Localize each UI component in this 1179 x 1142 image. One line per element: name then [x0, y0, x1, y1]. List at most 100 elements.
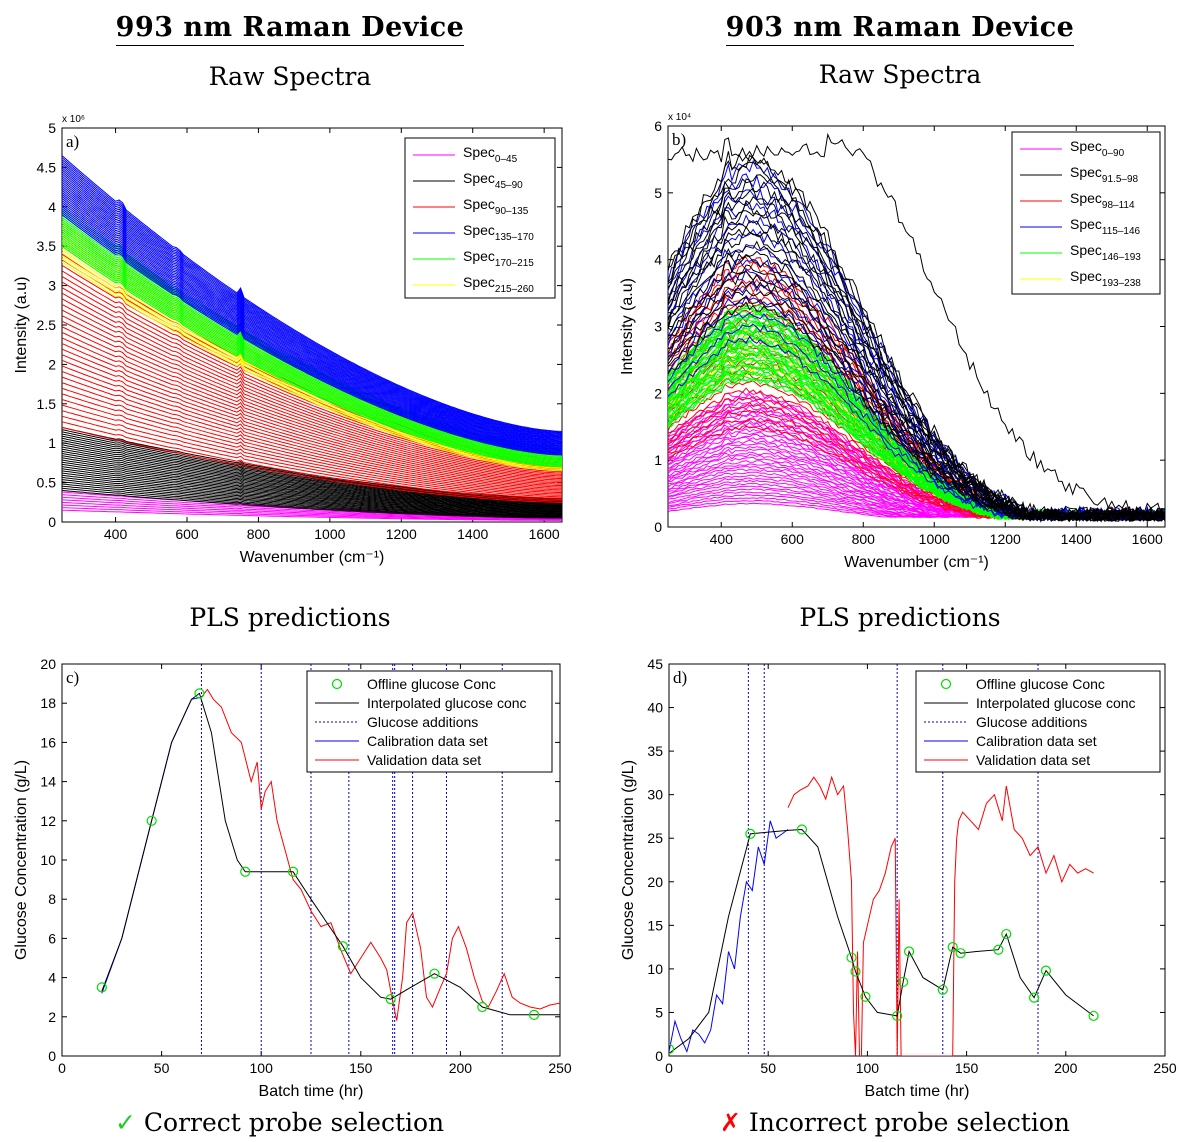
spectrum-line-a [62, 343, 562, 482]
y-tick-label: 4 [48, 970, 56, 986]
spectrum-line-a [62, 239, 562, 465]
spectrum-line-a [62, 245, 562, 468]
spectrum-line-a [62, 450, 562, 507]
y-tick-label: 5 [48, 120, 56, 136]
y-tick-label: 6 [654, 118, 662, 134]
y-tick-label: 4 [48, 199, 56, 215]
y-tick-label: 3.5 [37, 238, 57, 254]
spectra-chart-a: 400 600 800 1000 1200 1400 1600 0 0.5 1 1.5 2 2.5 3 3.… [13, 114, 563, 566]
x-tick-label: 0 [58, 1060, 66, 1076]
spectrum-line-a [62, 354, 562, 485]
x-tick-label: 600 [175, 526, 199, 542]
legend-subscript: 0–90 [1102, 148, 1125, 159]
legend-subscript: 170–215 [495, 258, 534, 269]
legend-entry: Interpolated glucose conc [367, 695, 527, 711]
spectrum-line-a [62, 457, 562, 509]
y-tick-label: 16 [40, 734, 56, 750]
y-tick-label: 0.5 [37, 475, 57, 491]
calibration-line [669, 820, 789, 1054]
y-multiplier-label: x 10⁴ [668, 112, 691, 123]
spectrum-line-a [62, 442, 562, 504]
spectrum-line-a [62, 461, 562, 510]
y-tick-label: 0 [655, 1048, 663, 1064]
spectrum-line-a [62, 214, 562, 456]
legend-marker [331, 678, 343, 690]
y-tick-label: 10 [40, 852, 56, 868]
x-tick-label: 150 [955, 1060, 979, 1076]
legend-subscript: 90–135 [495, 206, 529, 217]
offline-point [1001, 928, 1012, 940]
x-tick-label: 250 [1153, 1060, 1177, 1076]
offline-point [993, 944, 1004, 955]
right-top-subtitle: Raw Spectra [818, 60, 982, 89]
legend-entry: Validation data set [367, 752, 481, 768]
spectrum-line-a [62, 177, 562, 441]
spectrum-line-a [62, 202, 562, 451]
spectrum-line-b [668, 132, 1165, 517]
y-tick-label: 8 [48, 891, 56, 907]
spectrum-line-a [62, 490, 562, 519]
spectrum-line-a [62, 303, 562, 472]
x-tick-label: 100 [856, 1060, 880, 1076]
spectrum-line-a [62, 472, 562, 514]
prediction-chart-d: 0 50 100 150 200 250 0 5 10 15 20 25 30 35 40 45 Batch t… [620, 656, 1177, 1100]
y-tick-label: 6 [48, 930, 56, 946]
spectrum-line-b [668, 161, 1165, 523]
y-axis-label: Glucose Concentration (g/L) [620, 760, 637, 960]
legend-subscript: 215–260 [495, 284, 534, 295]
spectrum-line-a [62, 337, 562, 481]
x-tick-label: 1000 [314, 526, 345, 542]
spectrum-line-a [62, 444, 562, 505]
spectrum-line-a [62, 509, 562, 521]
y-tick-label: 35 [647, 743, 663, 759]
y-tick-label: 0 [48, 1048, 56, 1064]
spectrum-line-a [62, 415, 562, 500]
y-tick-label: 12 [40, 813, 56, 829]
offline-point [240, 866, 251, 877]
offline-point [745, 828, 756, 839]
x-tick-label: 1400 [457, 526, 488, 542]
y-tick-label: 2 [48, 356, 56, 372]
spectrum-line-a [62, 229, 562, 459]
y-tick-label: 1 [654, 452, 662, 468]
y-tick-label: 1 [48, 435, 56, 451]
y-tick-label: 14 [40, 774, 56, 790]
y-tick-label: 15 [647, 917, 663, 933]
offline-point [1028, 992, 1040, 1003]
spectrum-line-a [62, 171, 562, 439]
y-tick-label: 3 [48, 278, 56, 294]
spectrum-line-a [62, 189, 562, 446]
spectrum-line-a [62, 155, 562, 432]
x-tick-label: 50 [154, 1060, 170, 1076]
spectrum-line-a [62, 187, 562, 445]
spectrum-line-a [62, 446, 562, 505]
right-verdict: ✗ Incorrect probe selection [720, 1108, 1070, 1137]
spectrum-line-a [62, 241, 562, 466]
legend-entry: Validation data set [976, 752, 1090, 768]
x-tick-label: 150 [349, 1060, 373, 1076]
series-group-a [62, 155, 562, 521]
y-tick-label: 20 [40, 656, 56, 672]
x-tick-label: 400 [104, 526, 128, 542]
spectrum-line-a [62, 252, 562, 468]
offline-point [429, 968, 440, 979]
spectrum-line-a [62, 393, 562, 495]
spectrum-line-a [62, 485, 562, 518]
x-tick-label: 0 [665, 1060, 673, 1076]
offline-point [892, 1010, 903, 1022]
spectrum-line-a [62, 487, 562, 518]
left-device-heading-text: 993 nm Raman Device [115, 12, 465, 46]
spectrum-line-a [62, 183, 562, 444]
spectrum-line-a [62, 261, 562, 472]
calibration-line [101, 696, 202, 994]
offline-point [287, 866, 299, 877]
spectrum-line-a [62, 200, 562, 450]
spectrum-line-a [62, 483, 562, 517]
x-tick-label: 400 [710, 531, 734, 547]
spectrum-line-b [668, 174, 1165, 523]
spectrum-line-a [62, 474, 562, 514]
offline-point [860, 991, 871, 1002]
y-tick-label: 5 [654, 185, 662, 201]
x-tick-label: 800 [247, 526, 271, 542]
spectrum-line-a [62, 175, 562, 440]
